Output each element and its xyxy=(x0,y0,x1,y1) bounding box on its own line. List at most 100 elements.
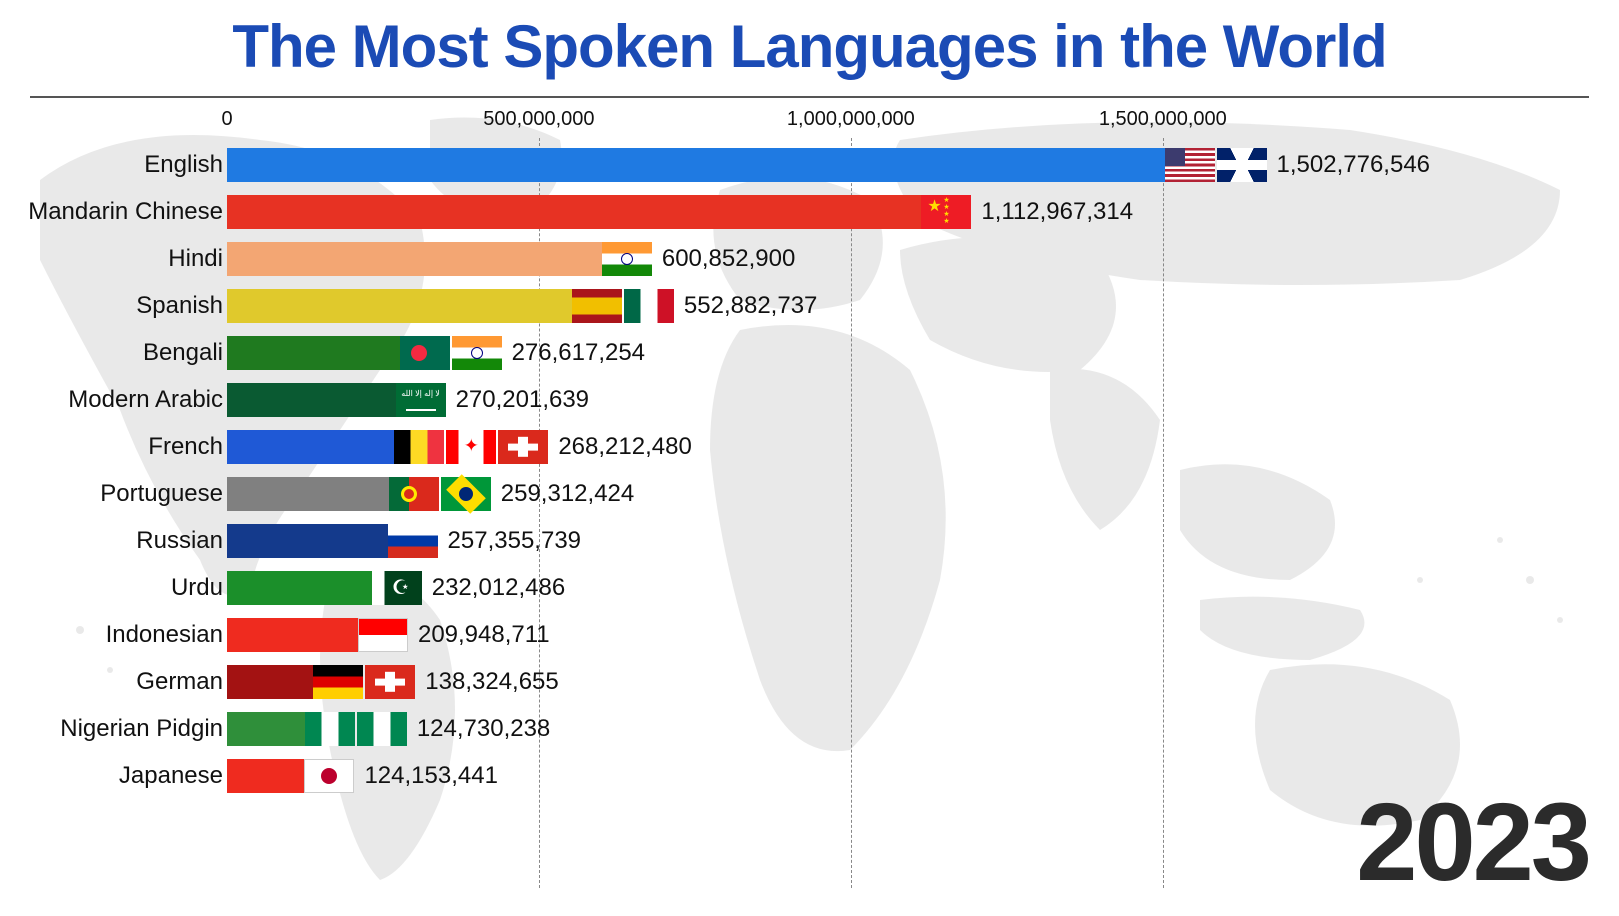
flag-group xyxy=(388,524,438,558)
language-label: German xyxy=(136,665,223,699)
br-flag-icon xyxy=(441,477,491,511)
bar xyxy=(227,289,572,323)
flag-group xyxy=(394,430,548,464)
bar xyxy=(227,665,313,699)
flag-group xyxy=(1165,148,1267,182)
value-label: 270,201,639 xyxy=(456,383,589,417)
sa-flag-icon xyxy=(396,383,446,417)
bar-row: English 1,502,776,546 xyxy=(0,148,1619,182)
axis-tick-label: 0 xyxy=(221,108,232,131)
language-label: Hindi xyxy=(168,242,223,276)
bar xyxy=(227,383,396,417)
jp-flag-icon xyxy=(304,759,354,793)
value-label: 209,948,711 xyxy=(418,618,550,652)
bar-row: Spanish 552,882,737 xyxy=(0,289,1619,323)
bar xyxy=(227,195,921,229)
bar-row: Urdu 232,012,486 xyxy=(0,571,1619,605)
value-label: 138,324,655 xyxy=(425,665,558,699)
in-flag-icon xyxy=(452,336,502,370)
mx-flag-icon xyxy=(624,289,674,323)
bar xyxy=(227,430,394,464)
bar-row: German 138,324,655 xyxy=(0,665,1619,699)
value-label: 1,112,967,314 xyxy=(981,195,1133,229)
value-label: 232,012,486 xyxy=(432,571,565,605)
ch-flag-icon xyxy=(365,665,415,699)
value-label: 1,502,776,546 xyxy=(1277,148,1430,182)
cn-flag-icon xyxy=(921,195,971,229)
language-label: Mandarin Chinese xyxy=(28,195,223,229)
ng-flag-icon xyxy=(305,712,355,746)
bar xyxy=(227,712,305,746)
ng-flag-icon xyxy=(357,712,407,746)
bar xyxy=(227,242,602,276)
bar-chart-plot: 0 500,000,000 1,000,000,000 1,500,000,000 En… xyxy=(0,108,1619,888)
flag-group xyxy=(389,477,491,511)
flag-group xyxy=(372,571,422,605)
bar-row: French 268,212,480 xyxy=(0,430,1619,464)
bar-row: Modern Arabic 270,201,639 xyxy=(0,383,1619,417)
value-label: 124,153,441 xyxy=(364,759,497,793)
be-flag-icon xyxy=(394,430,444,464)
uk-flag-icon xyxy=(1217,148,1267,182)
ca-flag-icon xyxy=(446,430,496,464)
language-label: Bengali xyxy=(143,336,223,370)
pk-flag-icon xyxy=(372,571,422,605)
value-label: 552,882,737 xyxy=(684,289,817,323)
language-label: English xyxy=(144,148,223,182)
bar xyxy=(227,477,389,511)
id-flag-icon xyxy=(358,618,408,652)
bar-row: Russian 257,355,739 xyxy=(0,524,1619,558)
flag-group xyxy=(358,618,408,652)
language-label: Portuguese xyxy=(100,477,223,511)
value-label: 268,212,480 xyxy=(558,430,691,464)
flag-group xyxy=(921,195,971,229)
de-flag-icon xyxy=(313,665,363,699)
bar xyxy=(227,571,372,605)
flag-group xyxy=(400,336,502,370)
language-label: Russian xyxy=(136,524,223,558)
language-label: Modern Arabic xyxy=(68,383,223,417)
axis-tick-label: 500,000,000 xyxy=(483,108,594,131)
language-label: French xyxy=(148,430,223,464)
bar-row: Portuguese 259,312,424 xyxy=(0,477,1619,511)
bar-row: Nigerian Pidgin 124,730,238 xyxy=(0,712,1619,746)
bd-flag-icon xyxy=(400,336,450,370)
bar xyxy=(227,618,358,652)
value-label: 600,852,900 xyxy=(662,242,795,276)
ch-flag-icon xyxy=(498,430,548,464)
pt-flag-icon xyxy=(389,477,439,511)
axis-tick-label: 1,000,000,000 xyxy=(787,108,915,131)
value-label: 257,355,739 xyxy=(448,524,581,558)
chart-title: The Most Spoken Languages in the World xyxy=(0,12,1619,81)
bar xyxy=(227,524,388,558)
language-label: Spanish xyxy=(136,289,223,323)
bar-row: Mandarin Chinese 1,112,967,314 xyxy=(0,195,1619,229)
year-label: 2023 xyxy=(1356,779,1589,906)
in-flag-icon xyxy=(602,242,652,276)
title-underline xyxy=(30,96,1589,98)
infographic-frame: The Most Spoken Languages in the World xyxy=(0,0,1619,916)
language-label: Indonesian xyxy=(106,618,223,652)
bar xyxy=(227,336,400,370)
flag-group xyxy=(313,665,415,699)
us-flag-icon xyxy=(1165,148,1215,182)
es-flag-icon xyxy=(572,289,622,323)
flag-group xyxy=(396,383,446,417)
bar-row: Hindi 600,852,900 xyxy=(0,242,1619,276)
language-label: Japanese xyxy=(119,759,223,793)
bar xyxy=(227,759,304,793)
flag-group xyxy=(602,242,652,276)
value-label: 259,312,424 xyxy=(501,477,634,511)
value-label: 124,730,238 xyxy=(417,712,550,746)
flag-group xyxy=(305,712,407,746)
flag-group xyxy=(572,289,674,323)
axis-tick-label: 1,500,000,000 xyxy=(1099,108,1227,131)
language-label: Nigerian Pidgin xyxy=(60,712,223,746)
bar-row: Indonesian 209,948,711 xyxy=(0,618,1619,652)
language-label: Urdu xyxy=(171,571,223,605)
bar xyxy=(227,148,1165,182)
ru-flag-icon xyxy=(388,524,438,558)
value-label: 276,617,254 xyxy=(512,336,645,370)
bar-row: Bengali 276,617,254 xyxy=(0,336,1619,370)
flag-group xyxy=(304,759,354,793)
